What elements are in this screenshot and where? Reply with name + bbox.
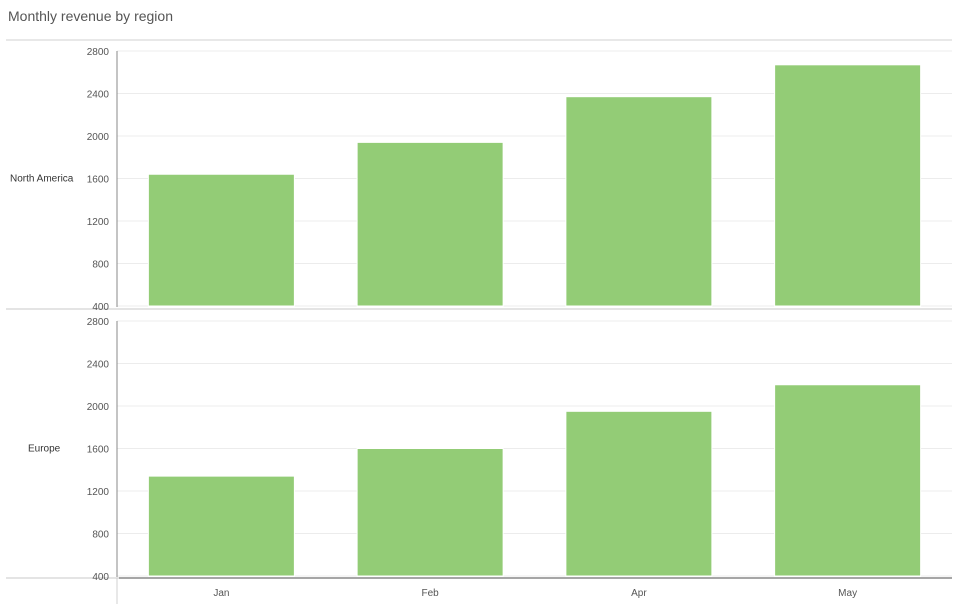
y-tick-label: 1600 [87,445,110,456]
bar [147,173,295,307]
y-tick-label: 2400 [87,360,110,371]
bar [356,448,504,577]
y-tick-label: 1600 [87,175,110,186]
y-tick-label: 400 [92,572,109,583]
y-tick-label: 1200 [87,217,110,228]
y-tick-label: 1200 [87,487,110,498]
x-tick-label: May [838,588,857,599]
y-tick-label: 800 [92,260,109,271]
bar [565,96,713,307]
y-tick-label: 2000 [87,132,110,143]
bar [147,475,295,577]
y-tick-label: 2800 [87,47,110,58]
row-label: North America [10,174,74,185]
y-tick-label: 400 [92,302,109,313]
bar [774,384,922,577]
y-tick-label: 800 [92,530,109,541]
y-tick-label: 2400 [87,90,110,101]
x-tick-label: Feb [422,588,440,599]
row-label: Europe [28,444,61,455]
x-tick-label: Apr [631,588,647,599]
y-tick-label: 2800 [87,317,110,328]
chart-title: Monthly revenue by region [8,8,173,24]
bar [565,410,713,577]
bar [774,64,922,307]
bar [356,141,504,307]
y-tick-label: 2000 [87,402,110,413]
x-tick-label: Jan [213,588,229,599]
